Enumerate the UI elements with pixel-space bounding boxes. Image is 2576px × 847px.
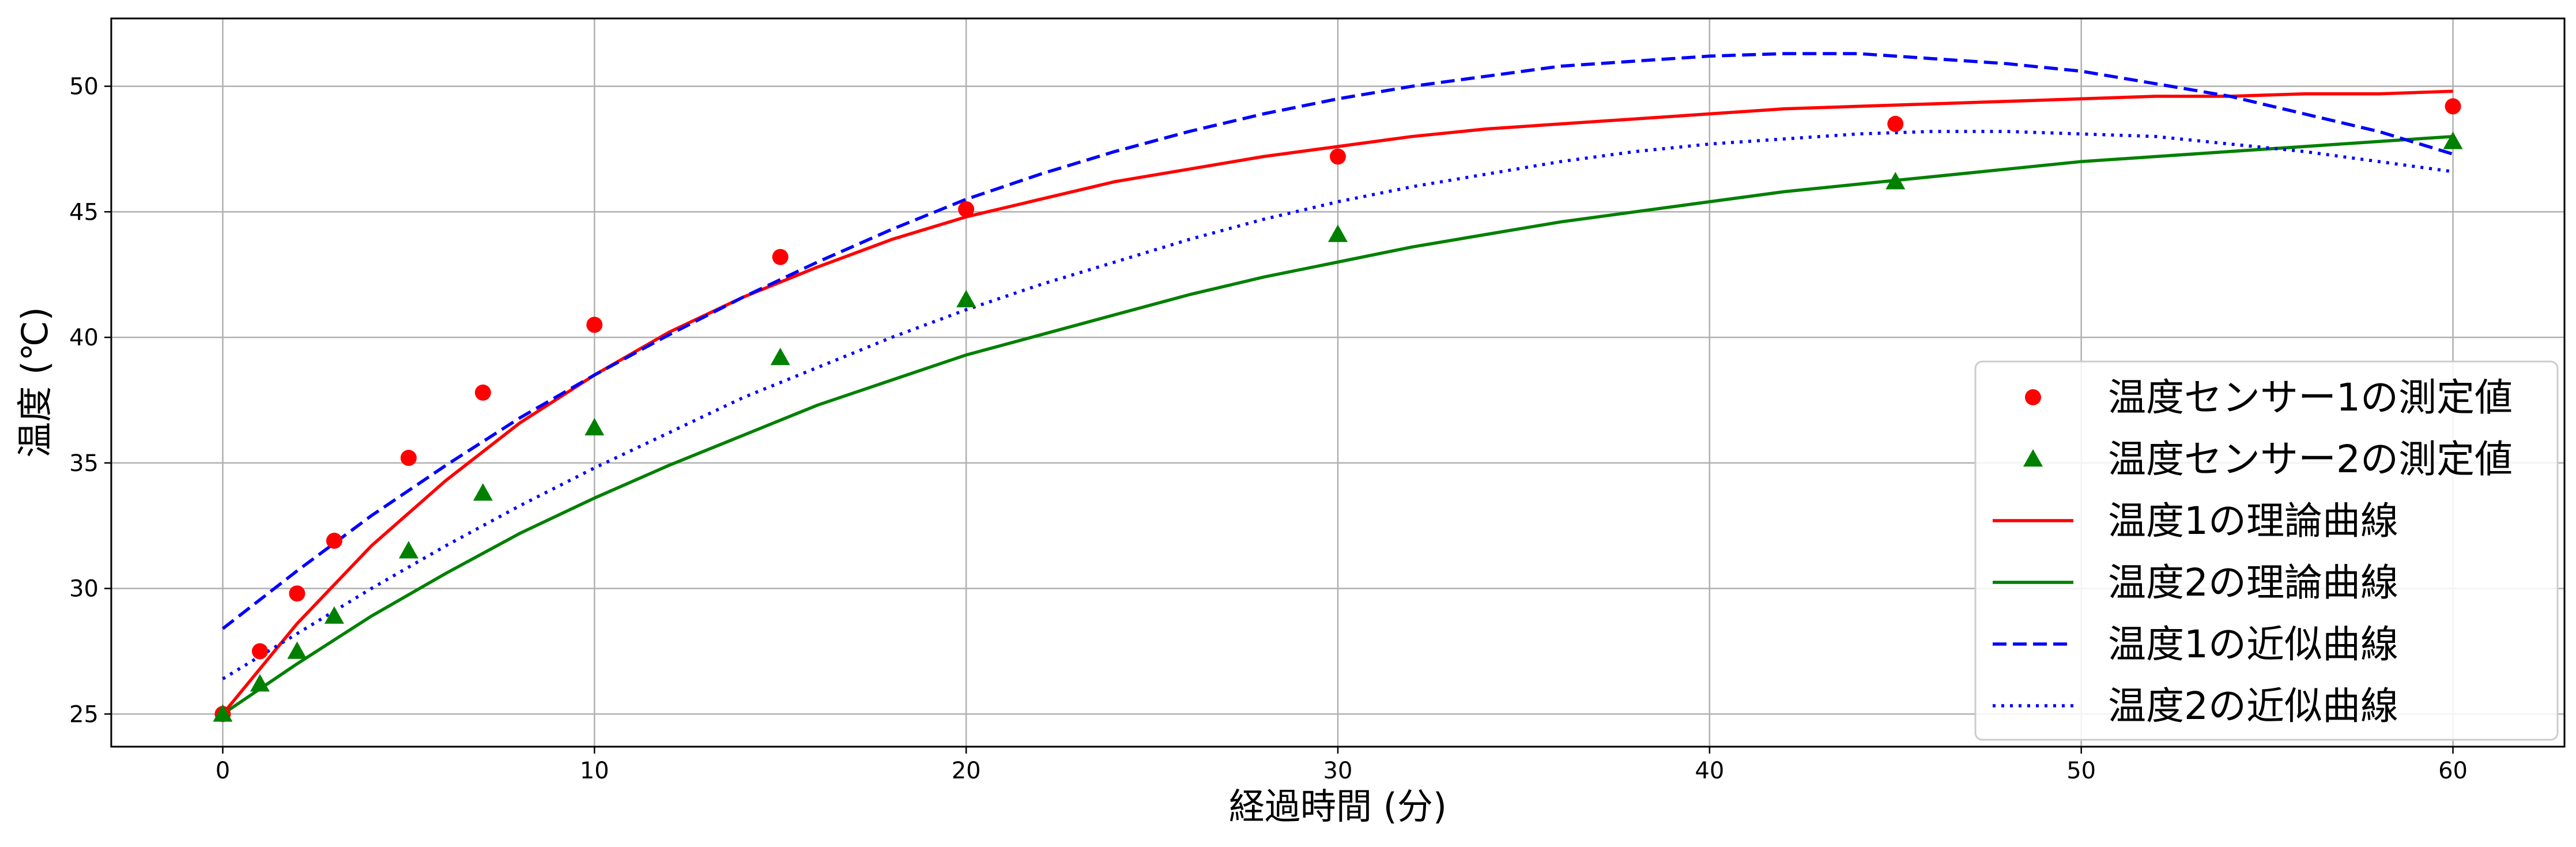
- data-point: [213, 704, 233, 722]
- data-point: [287, 641, 307, 659]
- legend-label: 温度2の近似曲線: [2108, 684, 2398, 728]
- data-point: [1328, 224, 1348, 242]
- x-tick-label: 10: [580, 758, 609, 784]
- y-axis-title: 温度 (℃): [14, 307, 56, 458]
- y-tick-label: 45: [69, 199, 99, 225]
- x-tick-label: 50: [2066, 758, 2096, 784]
- data-point: [1885, 172, 1906, 190]
- legend-item: 温度1の理論曲線: [1993, 499, 2398, 543]
- legend-label: 温度2の理論曲線: [2108, 560, 2398, 605]
- x-tick-label: 30: [1323, 758, 1353, 784]
- legend-box: [1974, 360, 2559, 741]
- y-tick-label: 25: [69, 701, 99, 728]
- y-tick-label: 30: [69, 576, 99, 603]
- data-point: [584, 417, 605, 436]
- x-axis-title: 経過時間 (分): [1229, 785, 1447, 827]
- legend-item: 温度センサー1の測定値: [2025, 375, 2513, 420]
- data-point: [400, 450, 417, 466]
- data-point: [1330, 148, 1346, 165]
- data-point: [2443, 131, 2463, 149]
- x-tick-label: 0: [216, 758, 230, 784]
- data-point: [326, 532, 342, 549]
- x-tick-label: 20: [952, 758, 981, 784]
- data-point: [1887, 115, 1904, 132]
- data-point: [251, 643, 268, 660]
- data-point: [473, 483, 493, 501]
- series-1-points: [213, 131, 2463, 722]
- data-point: [958, 201, 975, 217]
- legend-item: 温度1の近似曲線: [1993, 622, 2398, 667]
- legend-marker: [2025, 389, 2041, 405]
- legend-label: 温度センサー1の測定値: [2108, 375, 2513, 420]
- series-3-line: [221, 134, 2453, 716]
- data-point: [324, 606, 344, 624]
- data-point: [289, 585, 306, 602]
- series-line: [221, 134, 2453, 716]
- data-point: [250, 674, 270, 692]
- y-tick-label: 35: [69, 450, 99, 477]
- data-point: [770, 347, 790, 366]
- legend-label: 温度1の近似曲線: [2108, 622, 2398, 667]
- legend-marker: [2023, 449, 2043, 467]
- legend: 温度センサー1の測定値温度センサー2の測定値温度1の理論曲線温度2の理論曲線温度…: [1974, 360, 2559, 741]
- legend-item: 温度2の理論曲線: [1993, 560, 2398, 605]
- legend-item: 温度2の近似曲線: [1993, 684, 2398, 728]
- ticks: 0 10 20 30 40 50 60 25 30 35 40 45 50: [69, 74, 2468, 784]
- data-point: [398, 541, 418, 559]
- data-point: [474, 384, 491, 401]
- series-layer: [213, 52, 2463, 722]
- data-point: [956, 289, 976, 308]
- series-4-line: [221, 52, 2454, 630]
- y-tick-label: 50: [69, 74, 99, 100]
- legend-label: 温度1の理論曲線: [2108, 499, 2398, 543]
- data-point: [772, 249, 789, 265]
- x-tick-label: 40: [1695, 758, 1724, 784]
- data-point: [2445, 98, 2461, 115]
- x-tick-label: 60: [2438, 758, 2468, 784]
- series-0-points: [214, 98, 2461, 722]
- data-point: [586, 317, 603, 333]
- legend-item: 温度センサー2の測定値: [2023, 437, 2513, 481]
- series-line: [221, 52, 2454, 630]
- y-tick-label: 40: [69, 325, 99, 351]
- legend-label: 温度センサー2の測定値: [2108, 437, 2513, 481]
